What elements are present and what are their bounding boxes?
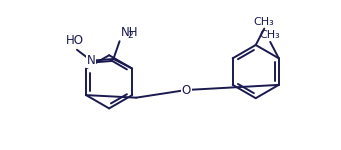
Text: HO: HO (66, 34, 84, 47)
Text: O: O (182, 84, 191, 96)
Text: CH₃: CH₃ (260, 30, 281, 40)
Text: NH: NH (121, 26, 138, 39)
Text: 2: 2 (127, 31, 133, 40)
Text: N: N (87, 54, 95, 67)
Text: CH₃: CH₃ (254, 17, 275, 27)
